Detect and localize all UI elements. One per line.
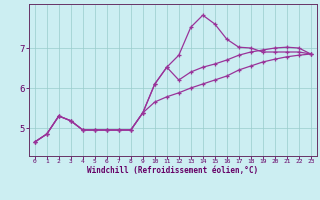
X-axis label: Windchill (Refroidissement éolien,°C): Windchill (Refroidissement éolien,°C) (87, 166, 258, 175)
